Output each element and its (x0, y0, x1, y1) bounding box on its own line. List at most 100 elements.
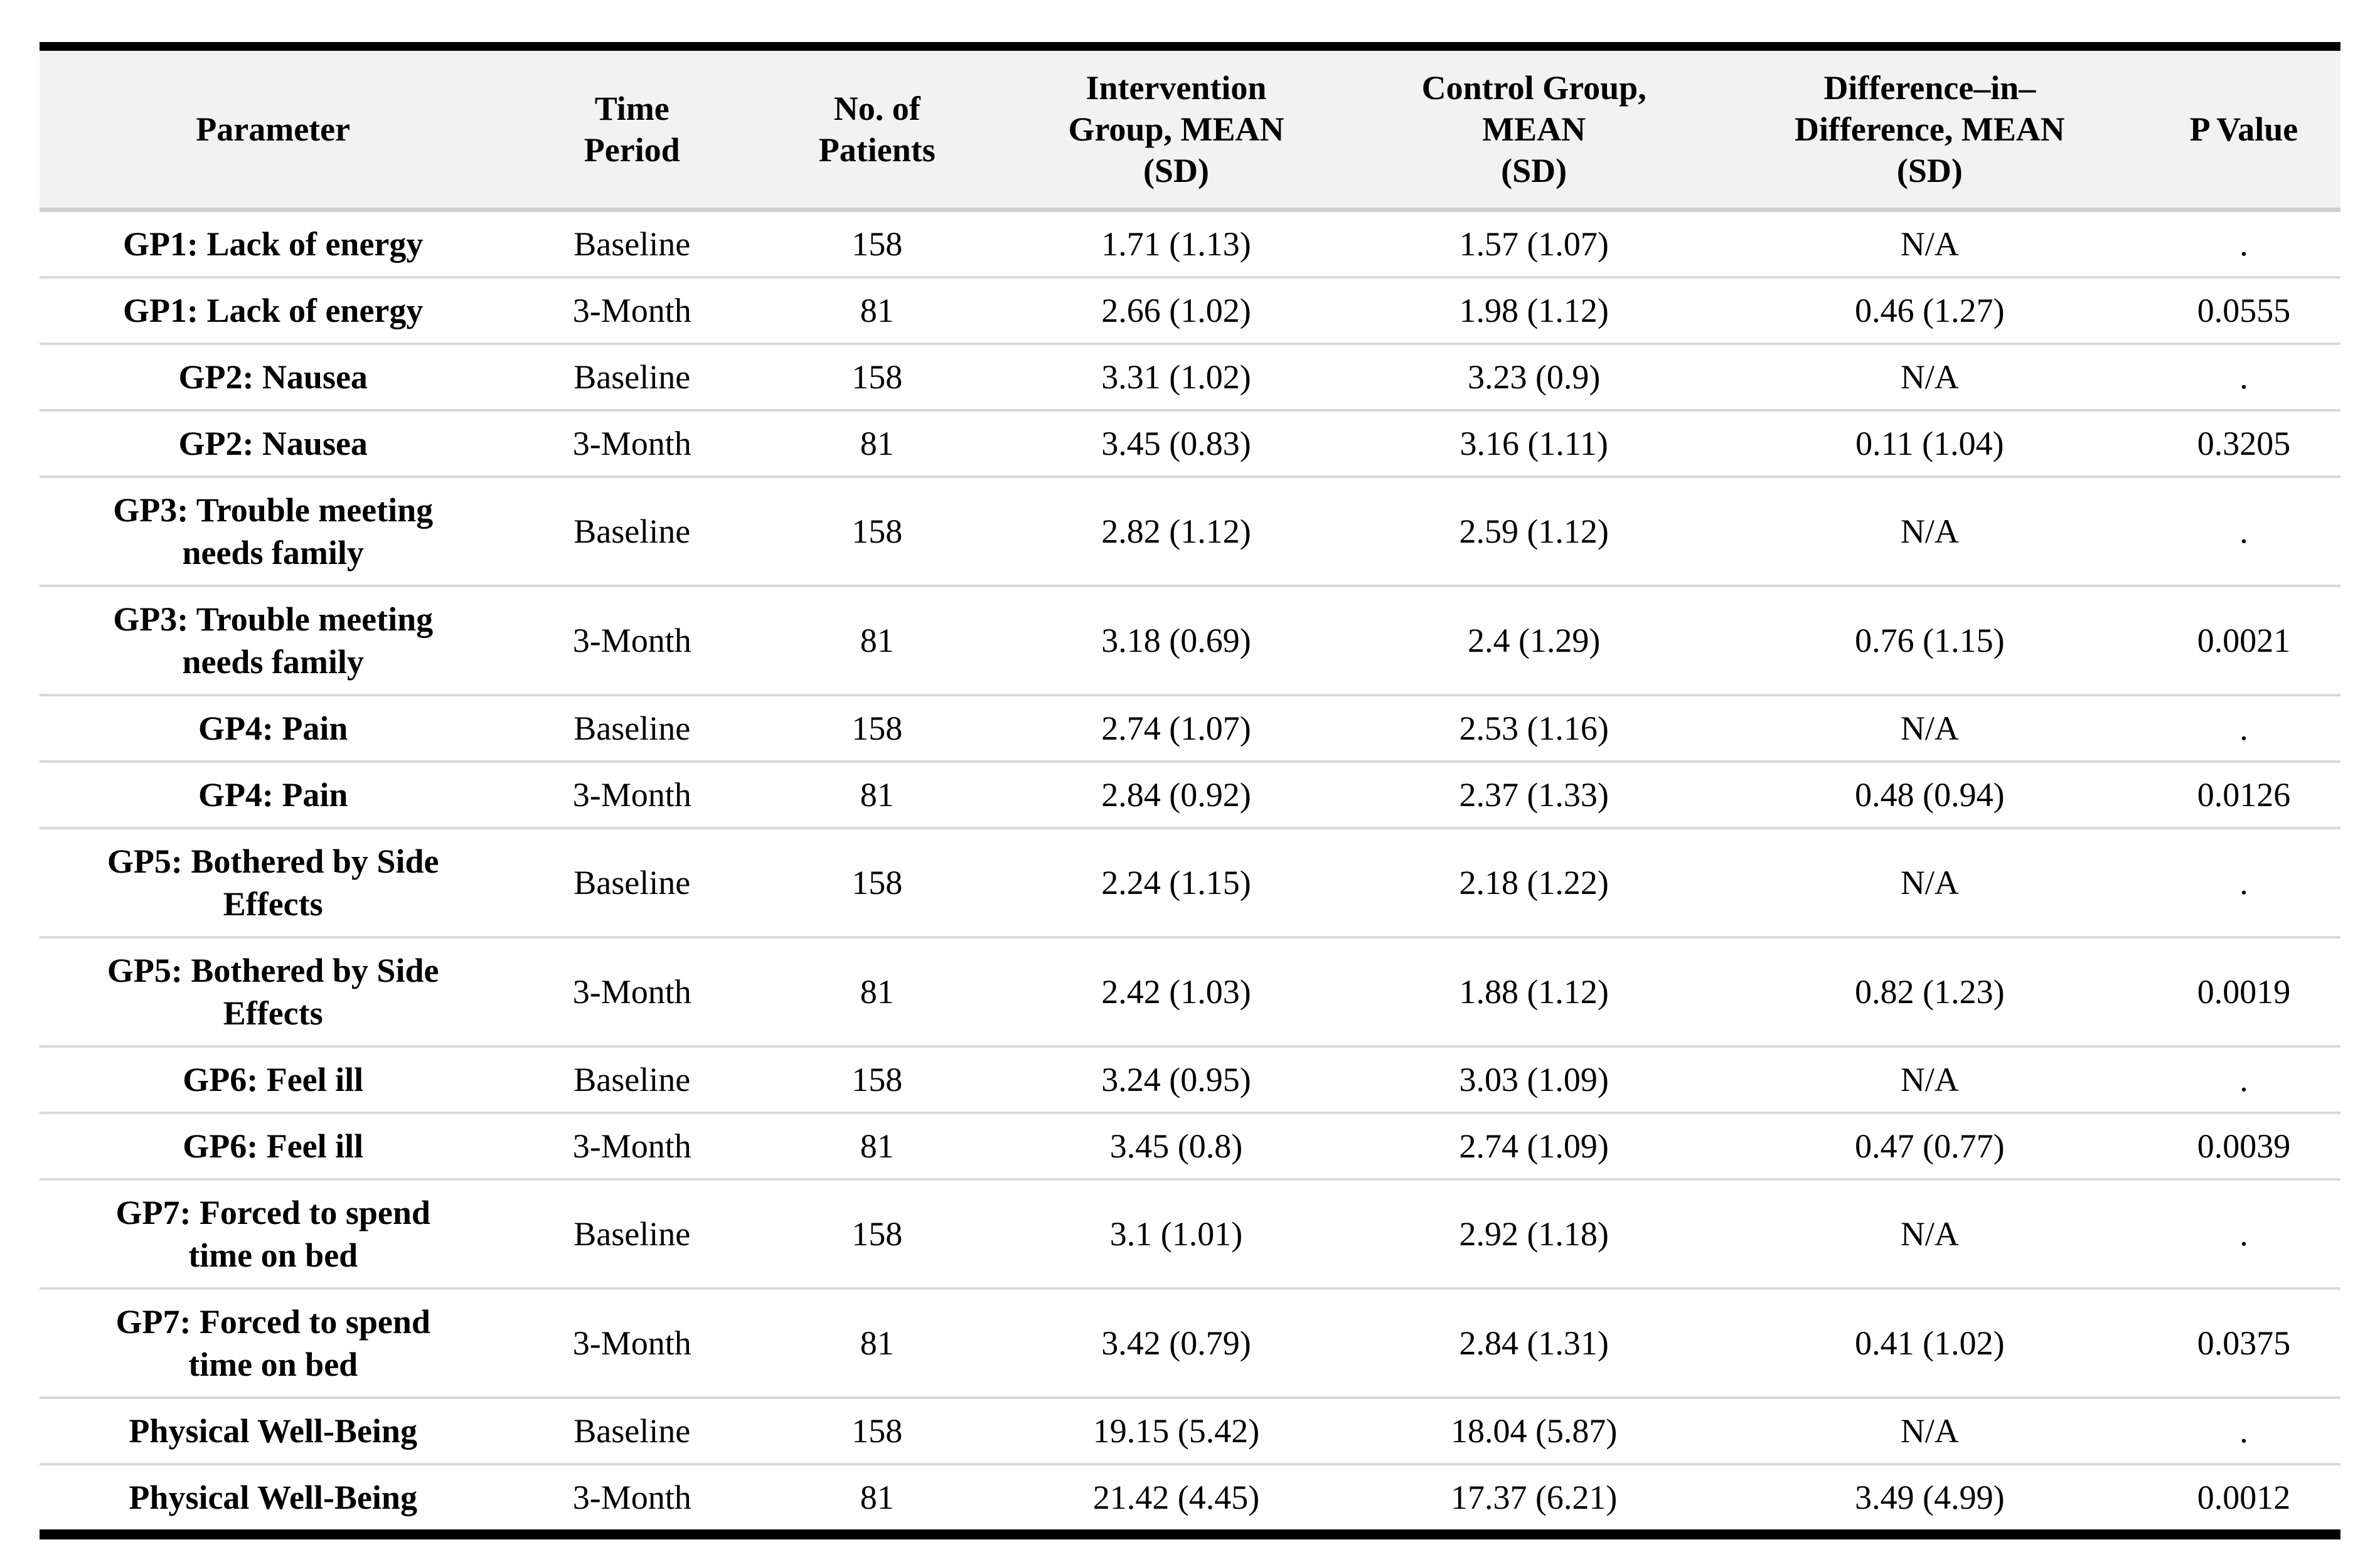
cell-p-value: 0.0375 (2147, 1287, 2340, 1398)
cell-control-mean: 3.23 (0.9) (1355, 343, 1712, 410)
cell-time-period: 3-Month (506, 585, 758, 695)
cell-parameter: GP1: Lack of energy (40, 210, 507, 277)
cell-no-of-patients: 158 (757, 343, 997, 410)
cell-difference-mean: N/A (1712, 694, 2147, 762)
table-row: GP7: Forced to spend time on bed 3-Month 8… (40, 1287, 2340, 1398)
cell-no-of-patients: 158 (757, 210, 997, 277)
cell-no-of-patients: 81 (757, 1112, 997, 1179)
cell-intervention-mean: 2.42 (1.03) (996, 936, 1356, 1046)
cell-p-value: . (2147, 1396, 2340, 1464)
cell-parameter: Physical Well-Being (40, 1396, 507, 1464)
cell-time-period: Baseline (506, 827, 758, 937)
cell-parameter: GP6: Feel ill (40, 1112, 507, 1179)
cell-intervention-mean: 3.45 (0.83) (996, 409, 1356, 477)
cell-control-mean: 2.84 (1.31) (1355, 1287, 1712, 1398)
cell-time-period: 3-Month (506, 1112, 758, 1179)
cell-time-period: 3-Month (506, 276, 758, 344)
cell-time-period: Baseline (506, 1045, 758, 1113)
cell-difference-mean: 0.11 (1.04) (1712, 409, 2147, 477)
cell-time-period: Baseline (506, 1396, 758, 1464)
cell-difference-mean: N/A (1712, 827, 2147, 937)
table-row: GP1: Lack of energy 3-Month 81 2.66 (1.02) 1… (40, 276, 2340, 344)
cell-no-of-patients: 81 (757, 409, 997, 477)
cell-parameter: GP7: Forced to spend time on bed (40, 1178, 507, 1289)
col-header-control: Control Group, MEAN (SD) (1355, 46, 1712, 212)
cell-no-of-patients: 81 (757, 276, 997, 344)
cell-p-value: 0.0126 (2147, 760, 2340, 828)
col-header-no-of-patients: No. of Patients (757, 46, 997, 212)
cell-p-value: . (2147, 827, 2340, 937)
cell-intervention-mean: 2.82 (1.12) (996, 476, 1356, 586)
cell-p-value: . (2147, 1178, 2340, 1289)
cell-intervention-mean: 21.42 (4.45) (996, 1463, 1356, 1534)
cell-intervention-mean: 3.18 (0.69) (996, 585, 1356, 695)
cell-p-value: . (2147, 476, 2340, 586)
cell-difference-mean: N/A (1712, 1178, 2147, 1289)
cell-parameter: GP5: Bothered by Side Effects (40, 827, 507, 937)
cell-parameter: GP3: Trouble meeting needs family (40, 585, 507, 695)
cell-control-mean: 2.53 (1.16) (1355, 694, 1712, 762)
table-row: GP6: Feel ill 3-Month 81 3.45 (0.8) 2.74 (1.… (40, 1112, 2340, 1179)
col-header-time-period: Time Period (506, 46, 758, 212)
cell-p-value: . (2147, 343, 2340, 410)
cell-time-period: 3-Month (506, 1287, 758, 1398)
cell-intervention-mean: 2.74 (1.07) (996, 694, 1356, 762)
cell-p-value: . (2147, 210, 2340, 277)
cell-no-of-patients: 81 (757, 1287, 997, 1398)
cell-p-value: 0.0039 (2147, 1112, 2340, 1179)
cell-intervention-mean: 3.31 (1.02) (996, 343, 1356, 410)
cell-difference-mean: N/A (1712, 476, 2147, 586)
cell-intervention-mean: 2.84 (0.92) (996, 760, 1356, 828)
cell-parameter: GP6: Feel ill (40, 1045, 507, 1113)
cell-difference-mean: N/A (1712, 1045, 2147, 1113)
cell-no-of-patients: 158 (757, 1396, 997, 1464)
cell-p-value: 0.0012 (2147, 1463, 2340, 1534)
cell-p-value: 0.0555 (2147, 276, 2340, 344)
cell-intervention-mean: 3.1 (1.01) (996, 1178, 1356, 1289)
cell-difference-mean: 0.41 (1.02) (1712, 1287, 2147, 1398)
cell-parameter: GP1: Lack of energy (40, 276, 507, 344)
cell-p-value: . (2147, 694, 2340, 762)
cell-p-value: 0.0021 (2147, 585, 2340, 695)
cell-difference-mean: N/A (1712, 210, 2147, 277)
cell-time-period: 3-Month (506, 760, 758, 828)
cell-control-mean: 2.92 (1.18) (1355, 1178, 1712, 1289)
table-row: GP1: Lack of energy Baseline 158 1.71 (1.13… (40, 210, 2340, 277)
cell-no-of-patients: 158 (757, 1045, 997, 1113)
cell-intervention-mean: 3.45 (0.8) (996, 1112, 1356, 1179)
cell-no-of-patients: 81 (757, 936, 997, 1046)
col-header-difference: Difference–in– Difference, MEAN (SD) (1712, 46, 2147, 212)
cell-difference-mean: 0.82 (1.23) (1712, 936, 2147, 1046)
table-row: GP2: Nausea 3-Month 81 3.45 (0.83) 3.16 (1.1… (40, 409, 2340, 477)
cell-no-of-patients: 158 (757, 1178, 997, 1289)
cell-no-of-patients: 81 (757, 760, 997, 828)
table-row: GP4: Pain 3-Month 81 2.84 (0.92) 2.37 (1.33)… (40, 760, 2340, 828)
cell-control-mean: 2.18 (1.22) (1355, 827, 1712, 937)
cell-control-mean: 18.04 (5.87) (1355, 1396, 1712, 1464)
cell-time-period: Baseline (506, 1178, 758, 1289)
cell-parameter: GP2: Nausea (40, 343, 507, 410)
cell-time-period: Baseline (506, 476, 758, 586)
cell-parameter: GP3: Trouble meeting needs family (40, 476, 507, 586)
cell-control-mean: 2.4 (1.29) (1355, 585, 1712, 695)
cell-difference-mean: 3.49 (4.99) (1712, 1463, 2147, 1534)
results-table: Parameter Time Period No. of Patients In… (40, 42, 2340, 1539)
table-row: Physical Well-Being Baseline 158 19.15 (5.4… (40, 1396, 2340, 1464)
cell-p-value: 0.3205 (2147, 409, 2340, 477)
cell-time-period: Baseline (506, 694, 758, 762)
cell-control-mean: 3.03 (1.09) (1355, 1045, 1712, 1113)
table-row: GP7: Forced to spend time on bed Baseline… (40, 1178, 2340, 1289)
table-row: GP5: Bothered by Side Effects Baseline 158… (40, 827, 2340, 937)
cell-time-period: Baseline (506, 343, 758, 410)
col-header-intervention: Intervention Group, MEAN (SD) (996, 46, 1356, 212)
table-header: Parameter Time Period No. of Patients In… (40, 46, 2340, 212)
cell-no-of-patients: 81 (757, 585, 997, 695)
cell-parameter: GP5: Bothered by Side Effects (40, 936, 507, 1046)
table-row: Physical Well-Being 3-Month 81 21.42 (4.45)… (40, 1463, 2340, 1534)
table-row: GP3: Trouble meeting needs family Baselin… (40, 476, 2340, 586)
cell-time-period: 3-Month (506, 936, 758, 1046)
cell-control-mean: 17.37 (6.21) (1355, 1463, 1712, 1534)
cell-parameter: GP2: Nausea (40, 409, 507, 477)
cell-intervention-mean: 3.42 (0.79) (996, 1287, 1356, 1398)
